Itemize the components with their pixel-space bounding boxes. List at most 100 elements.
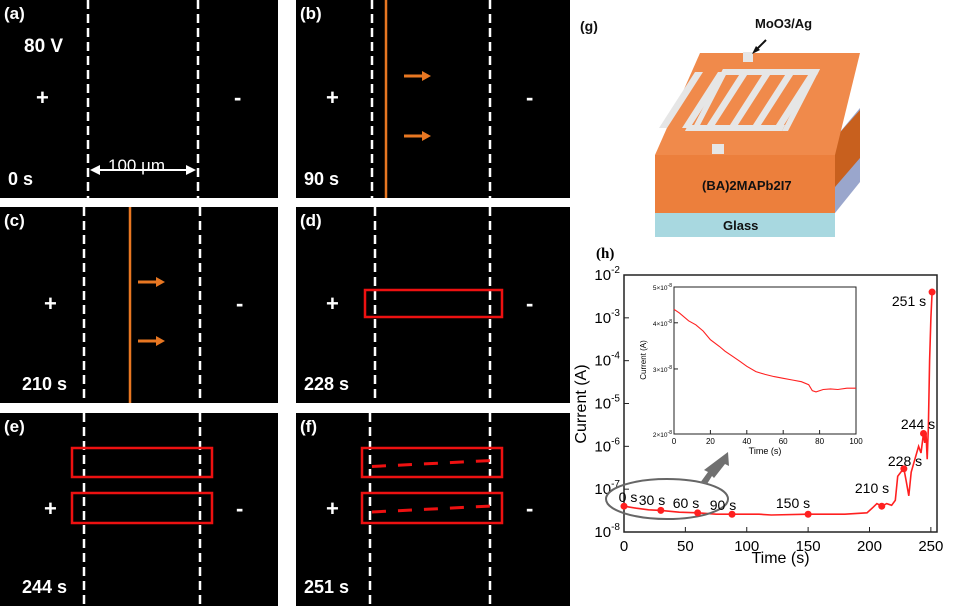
time-label: 228 s xyxy=(304,374,350,394)
x-tick-label: 0 xyxy=(620,538,628,555)
time-label: 0 s xyxy=(8,169,34,189)
highlight-box xyxy=(360,446,504,479)
cathode-sign: - xyxy=(526,495,534,521)
highlight-box xyxy=(363,288,504,319)
electrode-label: MoO3/Ag xyxy=(755,16,813,31)
plot-frame xyxy=(673,286,857,435)
layer-front xyxy=(655,155,835,213)
interdigitated-electrode xyxy=(659,52,820,154)
inset-x-tick-label: 40 xyxy=(742,437,751,446)
data-point-marker xyxy=(657,506,665,514)
cathode-sign: - xyxy=(526,85,534,110)
current-series-line xyxy=(623,291,933,516)
device-schematic: (g) MoO3/Ag (BA)2MAPb2I7 Glass xyxy=(580,0,940,240)
inset-x-tick-label: 80 xyxy=(815,437,824,446)
arrow-right-icon xyxy=(404,71,431,81)
pointer-arrow-icon xyxy=(752,39,767,54)
film-channel xyxy=(375,207,490,403)
panel-label: (a) xyxy=(4,4,25,23)
time-annotation: 90 s xyxy=(710,497,736,513)
scale-bar xyxy=(90,165,196,175)
layer-top xyxy=(655,53,860,155)
cathode-sign: - xyxy=(234,85,242,110)
micrograph-panel-e: (e) 244 s + - xyxy=(0,413,278,606)
micrograph-panel-f: (f) 251 s + - xyxy=(296,413,570,606)
time-annotation: 30 s xyxy=(639,492,665,508)
time-annotation: 210 s xyxy=(855,480,889,496)
film-channel xyxy=(88,0,198,198)
x-tick-label: 50 xyxy=(677,538,694,555)
highlight-box xyxy=(70,446,214,479)
arrow-right-icon xyxy=(138,336,165,346)
cathode-sign: - xyxy=(236,495,244,521)
anode-sign: + xyxy=(44,495,57,521)
perovskite-label: (BA)2MAPb2I7 xyxy=(702,178,792,193)
crack-line xyxy=(371,459,493,468)
layer-side xyxy=(835,110,860,187)
inset-y-axis-label: Current (A) xyxy=(639,340,648,380)
time-label: 90 s xyxy=(304,169,340,189)
time-annotation: 228 s xyxy=(888,453,922,469)
glass-front xyxy=(655,213,835,237)
y-tick-label: 10-5 xyxy=(594,394,620,413)
film-channel xyxy=(84,207,200,403)
time-annotation: 244 s xyxy=(901,416,935,432)
inset-series-line xyxy=(673,308,856,393)
crack-line xyxy=(371,504,493,514)
y-tick-label: 10-2 xyxy=(594,265,620,284)
panel-label: (c) xyxy=(4,211,25,230)
data-point-marker xyxy=(804,510,812,518)
inset-x-tick-label: 100 xyxy=(849,437,863,446)
time-annotation: 150 s xyxy=(776,495,810,511)
x-axis-label: Time (s) xyxy=(751,550,809,567)
data-point-marker xyxy=(728,510,736,518)
inset-x-axis-label: Time (s) xyxy=(749,446,782,456)
data-point-marker xyxy=(919,429,927,437)
time-annotation: 0 s xyxy=(619,489,638,505)
anode-sign: + xyxy=(326,85,339,110)
panel-label: (b) xyxy=(300,4,322,23)
voltage-label: 80 V xyxy=(24,36,64,57)
cathode-sign: - xyxy=(526,291,534,316)
anode-sign: + xyxy=(326,291,339,316)
x-tick-label: 100 xyxy=(734,538,759,555)
highlight-box xyxy=(360,491,504,525)
arrow-right-icon xyxy=(404,131,431,141)
micrograph-panel-c: (c) 210 s + - xyxy=(0,207,278,403)
x-tick-label: 200 xyxy=(857,538,882,555)
y-tick-label: 10-3 xyxy=(594,308,620,327)
data-point-marker xyxy=(900,465,908,473)
highlight-ellipse xyxy=(605,478,729,520)
data-point-marker xyxy=(928,288,936,296)
time-label: 251 s xyxy=(304,577,350,597)
data-point-marker xyxy=(620,502,628,510)
inset-x-tick-label: 60 xyxy=(779,437,788,446)
panel-label: (e) xyxy=(4,417,25,436)
inset-y-tick-label: 5×10-8 xyxy=(653,283,672,292)
zoom-arrow-icon xyxy=(700,452,729,484)
anode-sign: + xyxy=(36,85,49,110)
inset-y-tick-label: 4×10-8 xyxy=(653,319,672,328)
arrow-right-icon xyxy=(138,277,165,287)
anode-sign: + xyxy=(326,495,339,521)
panel-label: (d) xyxy=(300,211,322,230)
x-tick-label: 250 xyxy=(918,538,943,555)
highlight-box xyxy=(70,491,214,525)
micrograph-panel-a: (a) 80 V 0 s + - 100 µm xyxy=(0,0,278,198)
scale-bar-label: 100 µm xyxy=(108,156,166,175)
data-point-marker xyxy=(694,509,702,517)
time-annotation: 60 s xyxy=(673,495,699,511)
time-annotation: 251 s xyxy=(892,293,926,309)
panel-label: (h) xyxy=(596,246,614,262)
y-axis-label: Current (A) xyxy=(573,364,590,443)
cathode-sign: - xyxy=(236,291,244,316)
inset-y-tick-label: 2×10-8 xyxy=(653,430,672,439)
panel-label: (g) xyxy=(580,18,598,34)
anode-sign: + xyxy=(44,291,57,316)
y-tick-label: 10-6 xyxy=(594,436,620,455)
y-tick-label: 10-4 xyxy=(594,351,620,370)
film-channel xyxy=(84,413,200,606)
inset-x-tick-label: 20 xyxy=(706,437,715,446)
film-channel xyxy=(372,0,490,198)
